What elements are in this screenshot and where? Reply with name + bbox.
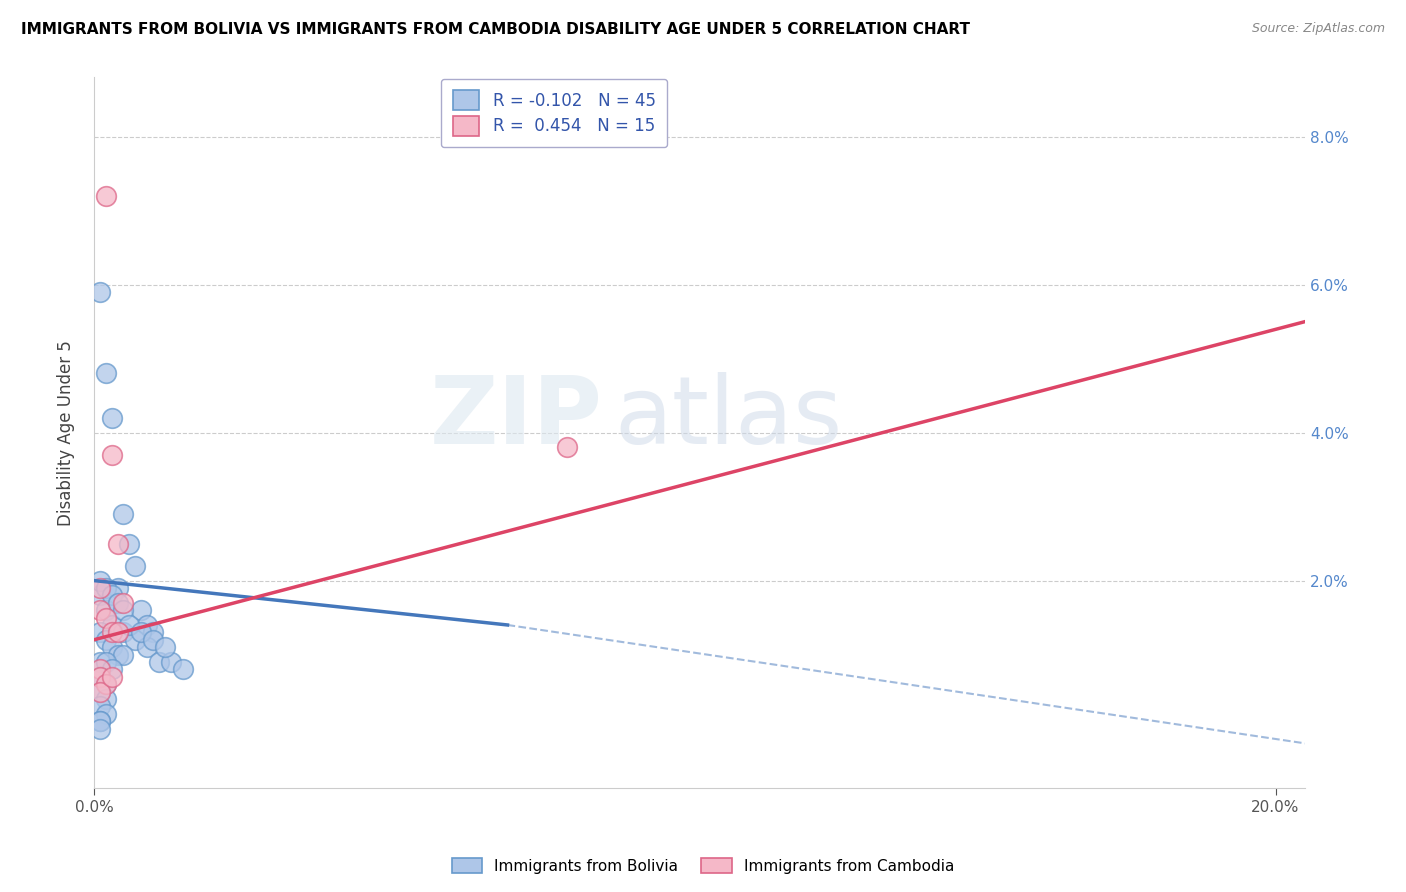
Point xyxy=(94,632,117,647)
Point xyxy=(129,625,152,640)
Point xyxy=(94,692,117,706)
Point xyxy=(94,367,117,381)
Point xyxy=(142,632,165,647)
Y-axis label: Disability Age Under 5: Disability Age Under 5 xyxy=(58,340,75,525)
Text: atlas: atlas xyxy=(614,372,844,465)
Point xyxy=(112,603,135,617)
Point xyxy=(100,618,122,632)
Point xyxy=(153,640,176,655)
Point xyxy=(89,285,111,299)
Point xyxy=(112,625,135,640)
Point xyxy=(172,662,194,676)
Point xyxy=(107,648,129,662)
Point xyxy=(94,706,117,721)
Point xyxy=(124,632,146,647)
Point xyxy=(107,536,129,550)
Point xyxy=(129,603,152,617)
Point xyxy=(89,662,111,676)
Point xyxy=(100,640,122,655)
Point xyxy=(555,441,578,455)
Point xyxy=(94,581,117,595)
Point xyxy=(100,448,122,462)
Point xyxy=(89,714,111,728)
Legend: Immigrants from Bolivia, Immigrants from Cambodia: Immigrants from Bolivia, Immigrants from… xyxy=(446,852,960,880)
Point xyxy=(94,677,117,691)
Point xyxy=(89,670,111,684)
Point xyxy=(100,670,122,684)
Point xyxy=(94,610,117,624)
Point xyxy=(107,581,129,595)
Point xyxy=(124,558,146,573)
Text: IMMIGRANTS FROM BOLIVIA VS IMMIGRANTS FROM CAMBODIA DISABILITY AGE UNDER 5 CORRE: IMMIGRANTS FROM BOLIVIA VS IMMIGRANTS FR… xyxy=(21,22,970,37)
Point xyxy=(107,625,129,640)
Point xyxy=(94,603,117,617)
Point xyxy=(89,581,111,595)
Point xyxy=(142,625,165,640)
Point xyxy=(136,640,159,655)
Point xyxy=(89,574,111,588)
Point xyxy=(89,625,111,640)
Point xyxy=(89,684,111,698)
Point xyxy=(100,625,122,640)
Point xyxy=(89,722,111,736)
Point xyxy=(100,662,122,676)
Point xyxy=(100,410,122,425)
Point xyxy=(89,655,111,669)
Point xyxy=(89,670,111,684)
Text: ZIP: ZIP xyxy=(430,372,603,465)
Point xyxy=(89,684,111,698)
Point xyxy=(112,648,135,662)
Point xyxy=(112,596,135,610)
Point xyxy=(118,536,141,550)
Point xyxy=(94,677,117,691)
Point xyxy=(136,618,159,632)
Point xyxy=(89,603,111,617)
Point xyxy=(89,699,111,714)
Point xyxy=(89,588,111,602)
Point xyxy=(100,588,122,602)
Point xyxy=(148,655,170,669)
Point xyxy=(112,507,135,521)
Point xyxy=(107,596,129,610)
Point xyxy=(89,714,111,728)
Point xyxy=(118,618,141,632)
Point xyxy=(94,655,117,669)
Legend: R = -0.102   N = 45, R =  0.454   N = 15: R = -0.102 N = 45, R = 0.454 N = 15 xyxy=(441,78,668,147)
Text: Source: ZipAtlas.com: Source: ZipAtlas.com xyxy=(1251,22,1385,36)
Point xyxy=(94,189,117,203)
Point xyxy=(159,655,181,669)
